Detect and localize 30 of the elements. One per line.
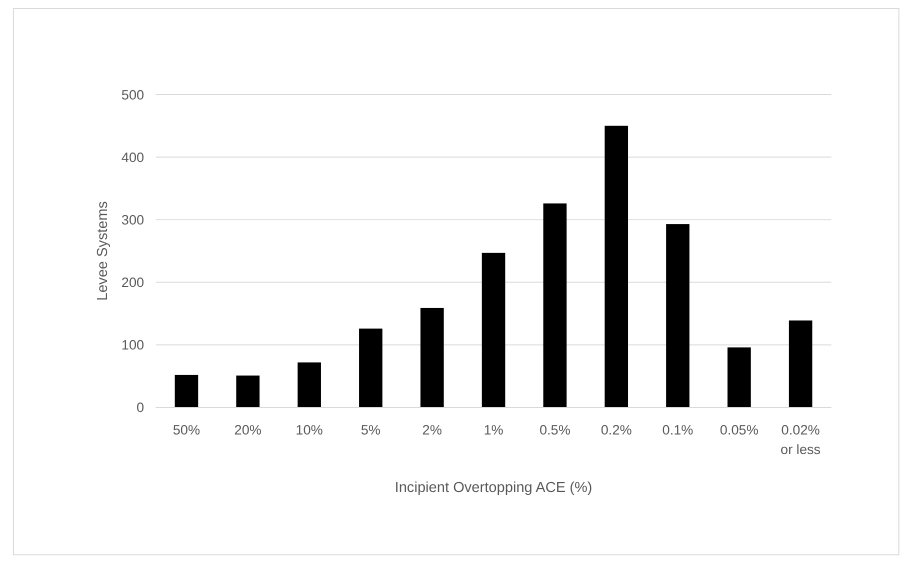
x-tick-label: 0.1% [662,422,694,438]
y-tick-label: 0 [136,400,145,416]
x-tick-label: 0.2% [600,422,632,438]
bar [788,320,812,408]
x-tick-label: 10% [296,422,323,438]
bar [482,252,506,408]
bar [604,126,628,408]
y-tick-label: 200 [121,275,145,290]
x-tick-label: 0.05% [720,422,758,438]
bar [174,374,198,408]
x-tick-label: 0.5% [539,422,570,438]
bar [728,347,751,408]
x-axis-title: Incipient Overtopping ACE (%) [394,480,592,496]
x-tick-label: 20% [234,422,262,438]
bar [359,328,382,408]
bar [543,203,567,408]
bar [298,362,321,408]
bar [236,376,260,408]
x-tick-label: 1% [484,422,504,438]
y-tick-label: 300 [121,212,145,228]
x-tick-label: 50% [172,422,200,438]
y-tick-label: 400 [121,150,145,165]
y-axis-title: Levee Systems [95,201,112,301]
y-tick-label: 100 [121,338,145,353]
x-tick-label: 2% [422,422,442,438]
x-tick-label: 0.02% or less [780,422,821,458]
y-tick-label: 500 [121,87,145,102]
bar [666,224,690,408]
bar [420,308,444,408]
x-tick-label: 5% [360,422,381,438]
